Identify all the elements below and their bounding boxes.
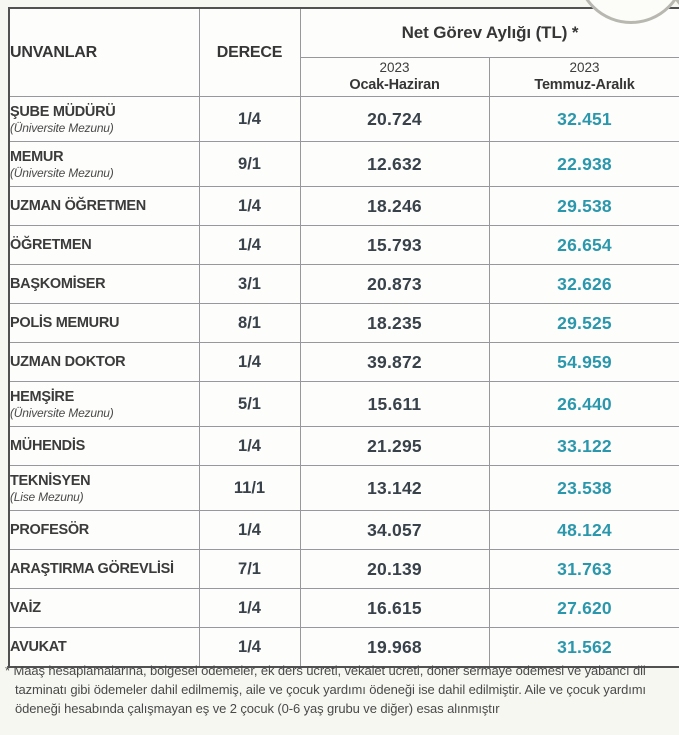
row-value-jan-jun: 20.873: [299, 264, 490, 304]
table-row: ŞUBE MÜDÜRÜ (Üniversite Mezunu) 1/4 20.72…: [8, 96, 679, 142]
row-value-jan-jun: 13.142: [299, 465, 490, 511]
table-row: MÜHENDİS 1/4 21.295 33.122: [8, 426, 679, 466]
table-row: BAŞKOMİSER 3/1 20.873 32.626: [8, 264, 679, 304]
row-degree: 9/1: [198, 141, 301, 187]
row-degree: 1/4: [198, 186, 301, 226]
column-header-temmuz-aralik: 2023 Temmuz-Aralık: [488, 57, 679, 97]
row-degree: 7/1: [198, 549, 301, 589]
table-row: PROFESÖR 1/4 34.057 48.124: [8, 510, 679, 550]
row-value-jul-dec: 33.122: [488, 426, 679, 466]
row-value-jan-jun: 39.872: [299, 342, 490, 382]
row-degree: 1/4: [198, 627, 301, 668]
row-title: ARAŞTIRMA GÖREVLİSİ: [10, 560, 174, 577]
row-subtitle: (Lise Mezunu): [10, 489, 84, 504]
column-header-net-gorev-ayligi: Net Görev Aylığı (TL) *: [299, 7, 679, 58]
row-value-jan-jun: 16.615: [299, 588, 490, 628]
table-row: HEMŞİRE (Üniversite Mezunu) 5/1 15.611 26…: [8, 381, 679, 427]
subheader-period: Ocak-Haziran: [349, 77, 440, 94]
row-value-jan-jun: 18.235: [299, 303, 490, 343]
table-row: ARAŞTIRMA GÖREVLİSİ 7/1 20.139 31.763: [8, 549, 679, 589]
row-title: AVUKAT: [10, 638, 67, 655]
row-title: ÖĞRETMEN: [10, 236, 92, 253]
row-subtitle: (Üniversite Mezunu): [10, 120, 114, 135]
row-value-jul-dec: 48.124: [488, 510, 679, 550]
row-subtitle: (Üniversite Mezunu): [10, 405, 114, 420]
row-title: TEKNİSYEN: [10, 472, 91, 489]
row-value-jan-jun: 34.057: [299, 510, 490, 550]
row-value-jul-dec: 26.440: [488, 381, 679, 427]
subheader-year: 2023: [379, 59, 410, 75]
column-header-derece: DERECE: [198, 7, 301, 97]
footnote-text: * Maaş hesaplamalarına, bölgesel ödemele…: [5, 663, 646, 716]
table-row: ÖĞRETMEN 1/4 15.793 26.654: [8, 225, 679, 265]
table-row: POLİS MEMURU 8/1 18.235 29.525: [8, 303, 679, 343]
row-title: ŞUBE MÜDÜRÜ: [10, 103, 116, 120]
row-title: UZMAN ÖĞRETMEN: [10, 197, 146, 214]
row-value-jul-dec: 29.525: [488, 303, 679, 343]
row-degree: 1/4: [198, 510, 301, 550]
row-value-jul-dec: 31.763: [488, 549, 679, 589]
row-degree: 1/4: [198, 96, 301, 142]
row-value-jul-dec: 23.538: [488, 465, 679, 511]
row-title: BAŞKOMİSER: [10, 275, 106, 292]
row-value-jan-jun: 21.295: [299, 426, 490, 466]
subheader-period: Temmuz-Aralık: [534, 77, 635, 94]
row-value-jan-jun: 19.968: [299, 627, 490, 668]
table-row: VAİZ 1/4 16.615 27.620: [8, 588, 679, 628]
row-value-jan-jun: 15.793: [299, 225, 490, 265]
row-value-jan-jun: 20.724: [299, 96, 490, 142]
row-value-jan-jun: 12.632: [299, 141, 490, 187]
subheader-year: 2023: [569, 59, 600, 75]
row-degree: 8/1: [198, 303, 301, 343]
header-row-main: UNVANLAR DERECE Net Görev Aylığı (TL) *: [8, 7, 679, 97]
row-value-jan-jun: 15.611: [299, 381, 490, 427]
header-row-sub: 2023 Ocak-Haziran 2023 Temmuz-Aralık: [9, 57, 679, 97]
row-title: MEMUR: [10, 148, 64, 165]
row-value-jul-dec: 27.620: [488, 588, 679, 628]
row-value-jul-dec: 32.626: [488, 264, 679, 304]
table-row: AVUKAT 1/4 19.968 31.562: [8, 627, 679, 668]
column-header-ocak-haziran: 2023 Ocak-Haziran: [299, 57, 490, 97]
row-value-jul-dec: 29.538: [488, 186, 679, 226]
table-row: MEMUR (Üniversite Mezunu) 9/1 12.632 22.9…: [8, 141, 679, 187]
row-value-jul-dec: 54.959: [488, 342, 679, 382]
row-degree: 1/4: [198, 225, 301, 265]
row-value-jul-dec: 32.451: [488, 96, 679, 142]
row-value-jan-jun: 20.139: [299, 549, 490, 589]
row-degree: 1/4: [198, 588, 301, 628]
row-title: MÜHENDİS: [10, 437, 85, 454]
row-value-jul-dec: 22.938: [488, 141, 679, 187]
row-degree: 5/1: [198, 381, 301, 427]
row-degree: 3/1: [198, 264, 301, 304]
row-value-jan-jun: 18.246: [299, 186, 490, 226]
row-degree: 1/4: [198, 426, 301, 466]
row-value-jul-dec: 31.562: [488, 627, 679, 668]
column-header-unvanlar: UNVANLAR: [8, 7, 200, 97]
row-title: VAİZ: [10, 599, 41, 616]
row-title: PROFESÖR: [10, 521, 89, 538]
table-row: UZMAN DOKTOR 1/4 39.872 54.959: [8, 342, 679, 382]
row-title: HEMŞİRE: [10, 388, 74, 405]
row-title: POLİS MEMURU: [10, 314, 120, 331]
row-degree: 1/4: [198, 342, 301, 382]
row-title: UZMAN DOKTOR: [10, 353, 126, 370]
table-row: UZMAN ÖĞRETMEN 1/4 18.246 29.538: [8, 186, 679, 226]
row-degree: 11/1: [198, 465, 301, 511]
salary-table: UNVANLAR DERECE Net Görev Aylığı (TL) * …: [8, 7, 679, 668]
row-value-jul-dec: 26.654: [488, 225, 679, 265]
table-row: TEKNİSYEN (Lise Mezunu) 11/1 13.142 23.53…: [8, 465, 679, 511]
salary-table-container: UNVANLAR DERECE Net Görev Aylığı (TL) * …: [8, 7, 679, 668]
row-subtitle: (Üniversite Mezunu): [10, 165, 114, 180]
